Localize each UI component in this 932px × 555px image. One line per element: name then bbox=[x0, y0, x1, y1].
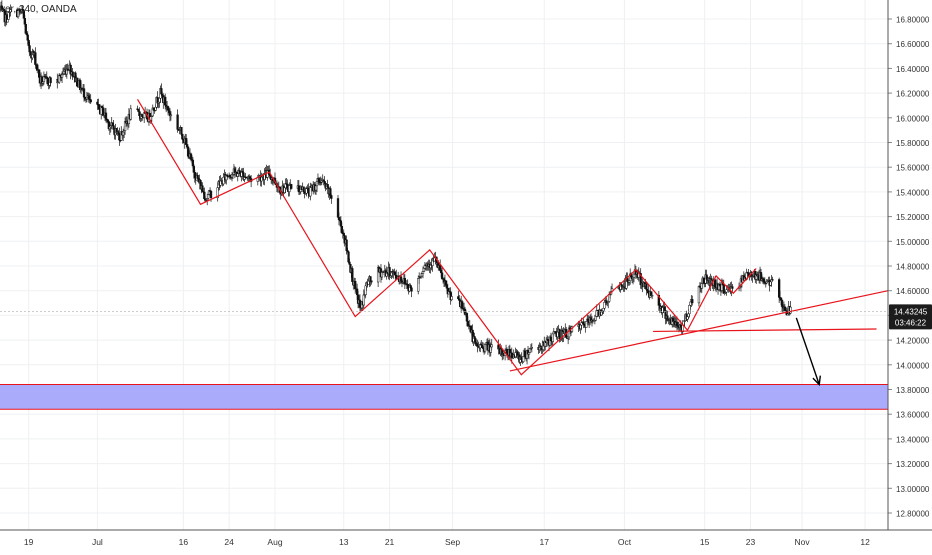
price-tick-label: 14.80000 bbox=[896, 263, 930, 272]
price-tick-label: 15.60000 bbox=[896, 164, 930, 173]
price-tick-label: 14.00000 bbox=[896, 361, 930, 370]
candle-body bbox=[219, 180, 222, 186]
price-tick-label: 13.40000 bbox=[896, 435, 930, 444]
price-tick-label: 15.40000 bbox=[896, 188, 930, 197]
current-price-box bbox=[889, 304, 932, 330]
price-tick-label: 15.00000 bbox=[896, 238, 930, 247]
candle-body bbox=[399, 276, 403, 282]
candle-body bbox=[450, 296, 453, 300]
time-tick-label: 17 bbox=[540, 537, 550, 547]
candle-body bbox=[129, 108, 132, 120]
countdown-label: 03:46:22 bbox=[895, 318, 927, 327]
price-axis[interactable]: 16.80000 16.60000 16.40000 16.20000 16.00000… bbox=[887, 0, 930, 530]
candle-body bbox=[290, 184, 293, 189]
candle-body bbox=[722, 284, 725, 294]
price-labels: 14.43245 03:46:22 bbox=[0, 304, 932, 330]
candle-body bbox=[779, 297, 783, 301]
candle-body bbox=[645, 283, 648, 290]
price-tick-label: 16.20000 bbox=[896, 90, 930, 99]
candle-body bbox=[524, 350, 527, 357]
zigzag-line bbox=[136, 98, 757, 376]
price-tick-label: 13.80000 bbox=[896, 386, 930, 395]
time-tick-label: 19 bbox=[24, 537, 34, 547]
time-tick-label: Nov bbox=[795, 537, 811, 547]
price-tick-label: 13.00000 bbox=[896, 485, 930, 494]
price-tick-label: 16.00000 bbox=[896, 114, 930, 123]
candle-body bbox=[176, 114, 179, 130]
candle-body bbox=[440, 272, 444, 280]
price-tick-label: 16.60000 bbox=[896, 40, 930, 49]
annotations bbox=[136, 98, 889, 387]
symbol-header: ver, 240, OANDA bbox=[0, 4, 77, 15]
candle-body bbox=[714, 279, 717, 288]
candle-body bbox=[169, 114, 173, 117]
candle-body bbox=[209, 191, 213, 199]
time-tick-label: 23 bbox=[746, 537, 756, 547]
time-tick-label: 21 bbox=[385, 537, 395, 547]
forecast-arrow-shaft bbox=[795, 317, 820, 385]
support-zone bbox=[0, 384, 888, 410]
candle-body bbox=[82, 88, 86, 98]
neckline bbox=[653, 328, 877, 333]
candle-body bbox=[351, 268, 354, 282]
candle-body bbox=[9, 9, 12, 13]
price-tick-label: 15.20000 bbox=[896, 213, 930, 222]
price-tick-label: 14.60000 bbox=[896, 287, 930, 296]
support-zone-fill bbox=[0, 384, 888, 410]
candle-body bbox=[185, 144, 189, 148]
candle-body bbox=[330, 195, 333, 199]
candle-body bbox=[89, 99, 92, 103]
candle-body bbox=[49, 77, 52, 84]
grid bbox=[0, 0, 888, 530]
price-tick-label: 13.20000 bbox=[896, 460, 930, 469]
candle-body bbox=[410, 287, 413, 292]
current-price-label: 14.43245 bbox=[894, 307, 928, 316]
candles bbox=[0, 0, 792, 367]
time-tick-label: Aug bbox=[267, 537, 282, 547]
forecast-arrow-head bbox=[812, 375, 822, 387]
candle-body bbox=[302, 186, 305, 193]
time-tick-label: 12 bbox=[860, 537, 870, 547]
time-tick-label: 15 bbox=[700, 537, 710, 547]
candle-body bbox=[34, 52, 37, 65]
time-tick-label: Oct bbox=[618, 537, 632, 547]
price-tick-label: 15.80000 bbox=[896, 139, 930, 148]
candle-body bbox=[6, 19, 9, 23]
candle-body bbox=[731, 286, 734, 289]
candle-body bbox=[651, 294, 654, 297]
candle-body bbox=[370, 280, 373, 283]
candle-body bbox=[691, 299, 694, 304]
candle-body bbox=[369, 276, 372, 282]
time-axis[interactable]: 19 Jul 16 24 Aug 13 21 Sep 17 Oct 15 23 Nov 12 bbox=[0, 529, 932, 547]
candle-body bbox=[789, 306, 792, 314]
price-tick-label: 14.20000 bbox=[896, 337, 930, 346]
time-tick-label: 24 bbox=[224, 537, 234, 547]
time-tick-label: 16 bbox=[179, 537, 189, 547]
price-tick-label: 13.60000 bbox=[896, 411, 930, 420]
candle-body bbox=[104, 112, 108, 120]
time-tick-label: Sep bbox=[445, 537, 460, 547]
candle-body bbox=[260, 176, 263, 182]
time-tick-label: Jul bbox=[92, 537, 103, 547]
symbol-header-text: ver, 240, OANDA bbox=[0, 4, 77, 15]
candle-body bbox=[152, 107, 155, 111]
candle-body bbox=[490, 344, 493, 348]
price-tick-label: 12.80000 bbox=[896, 510, 930, 519]
time-tick-label: 13 bbox=[339, 537, 349, 547]
candle-body bbox=[238, 170, 241, 174]
candle-body bbox=[530, 346, 533, 349]
candle-body bbox=[771, 279, 774, 281]
price-tick-label: 16.80000 bbox=[896, 16, 930, 25]
candle-body bbox=[24, 24, 27, 34]
candle-body bbox=[180, 127, 183, 135]
price-tick-label: 16.40000 bbox=[896, 65, 930, 74]
